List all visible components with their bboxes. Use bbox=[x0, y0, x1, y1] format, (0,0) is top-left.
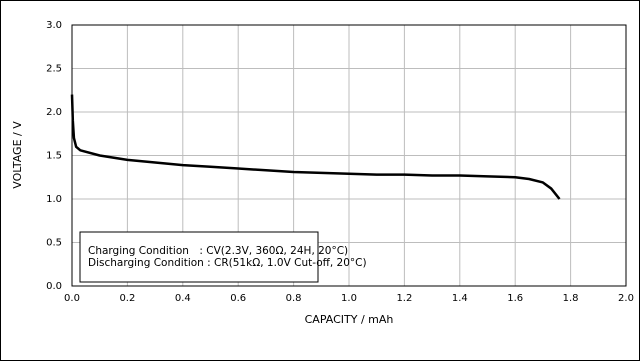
x-tick-label: 1.8 bbox=[563, 293, 579, 304]
data-line bbox=[70, 94, 561, 200]
y-tick-label: 1.5 bbox=[46, 151, 62, 162]
x-tick-label: 2.0 bbox=[618, 293, 634, 304]
x-tick-label: 1.2 bbox=[396, 293, 412, 304]
y-tick-label: 0.0 bbox=[46, 281, 62, 292]
y-tick-label: 1.0 bbox=[46, 194, 62, 205]
x-tick-label: 0.0 bbox=[64, 293, 80, 304]
x-axis-title: CAPACITY / mAh bbox=[305, 313, 394, 326]
annotation-box bbox=[79, 231, 319, 283]
y-tick-label: 0.5 bbox=[46, 238, 62, 249]
y-axis-title: VOLTAGE / V bbox=[11, 121, 24, 189]
y-tick-label: 3.0 bbox=[46, 20, 62, 31]
x-tick-label: 0.4 bbox=[175, 293, 191, 304]
annotation: Discharging Condition : CR(51kΩ, 1.0V Cu… bbox=[88, 257, 367, 269]
x-tick-label: 1.4 bbox=[452, 293, 468, 304]
y-tick-label: 2.5 bbox=[46, 64, 62, 75]
x-tick-label: 1.0 bbox=[341, 293, 357, 304]
x-tick-label: 1.6 bbox=[507, 293, 523, 304]
y-tick-label: 2.0 bbox=[46, 107, 62, 118]
x-tick-label: 0.8 bbox=[286, 293, 302, 304]
x-tick-label: 0.2 bbox=[119, 293, 135, 304]
x-tick-label: 0.6 bbox=[230, 293, 246, 304]
annotation: Charging Condition : CV(2.3V, 360Ω, 24H,… bbox=[88, 245, 348, 257]
plot-frame bbox=[71, 24, 627, 287]
